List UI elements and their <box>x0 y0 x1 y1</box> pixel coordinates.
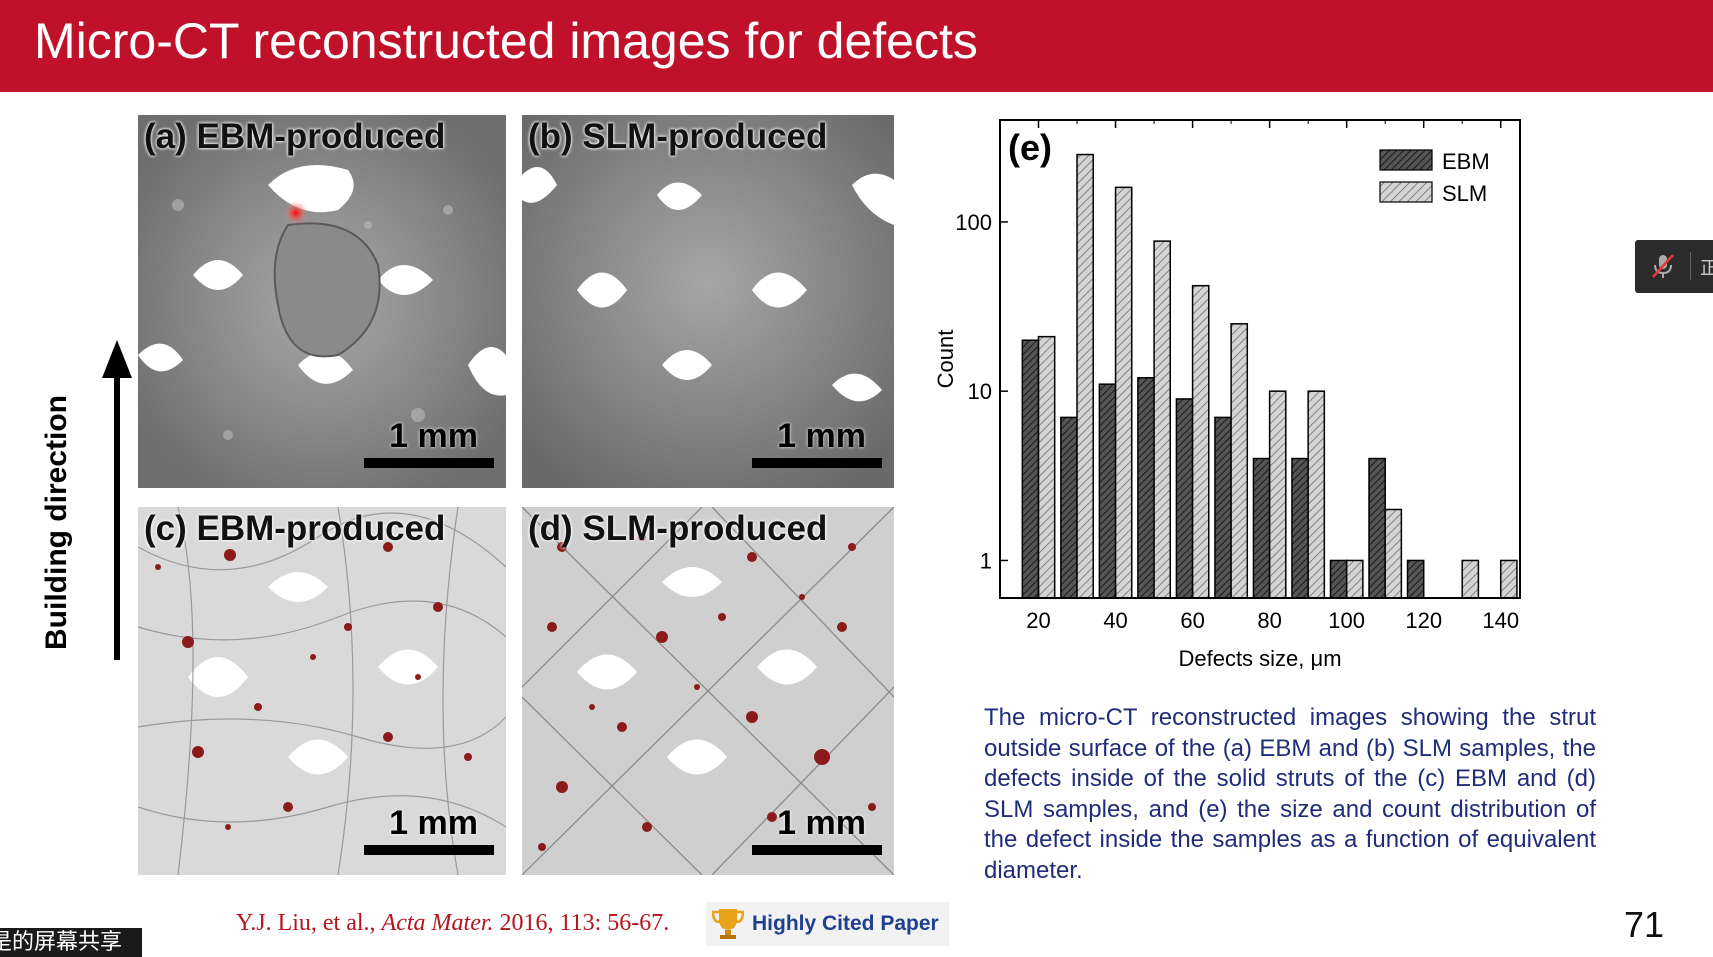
muted-microphone-icon[interactable] <box>1648 251 1678 281</box>
x-axis-label: Defects size, μm <box>1178 646 1341 671</box>
x-tick-label-40: 40 <box>1103 608 1127 633</box>
panel-a-image: (a) EBM-produced 1 mm <box>138 115 506 488</box>
panel-c-scale-label: 1 mm <box>389 804 478 842</box>
panel-d-scale-bar <box>752 845 882 855</box>
toolbar-separator <box>1690 252 1691 280</box>
citation: Y.J. Liu, et al., Acta Mater. 2016, 113:… <box>236 910 669 937</box>
screen-share-label: 是的屏幕共享 <box>0 930 123 955</box>
bar-ebm-20 <box>1021 339 1040 599</box>
bar-slm-90 <box>1307 390 1326 599</box>
bar-slm-40 <box>1114 186 1133 599</box>
bar-ebm-50 <box>1137 377 1155 599</box>
citation-details: 2016, 113: 56-67. <box>493 910 670 936</box>
bar-ebm-60 <box>1175 398 1194 599</box>
screen-share-indicator[interactable]: 是的屏幕共享 <box>0 928 142 957</box>
legend-label-ebm: EBM <box>1442 149 1490 174</box>
figure-caption: The micro-CT reconstructed images showin… <box>984 704 1596 884</box>
plot-frame <box>999 119 1521 599</box>
panel-a-label: (a) EBM-produced <box>144 117 446 156</box>
x-tick-label-20: 20 <box>1026 608 1050 633</box>
bar-ebm-120 <box>1406 559 1425 599</box>
title-bar: Micro-CT reconstructed images for defect… <box>0 0 1713 92</box>
y-tick-label-100: 100 <box>955 210 992 235</box>
bar-slm-20 <box>1037 335 1056 599</box>
panel-d-scale-label: 1 mm <box>777 804 866 842</box>
panel-a-scale-bar <box>364 458 494 468</box>
meeting-toolbar[interactable]: 正 <box>1635 240 1713 293</box>
legend-swatch-slm <box>1379 181 1433 203</box>
bar-ebm-70 <box>1214 416 1232 599</box>
highly-cited-badge: Highly Cited Paper <box>706 902 949 946</box>
bar-ebm-90 <box>1291 457 1309 599</box>
panel-c-label: (c) EBM-produced <box>144 509 446 548</box>
legend-label-slm: SLM <box>1442 181 1487 206</box>
citation-authors: Y.J. Liu, et al., <box>236 910 382 936</box>
y-axis-label: Count <box>933 330 958 389</box>
x-tick-label-60: 60 <box>1180 608 1204 633</box>
citation-journal: Acta Mater. <box>381 910 494 936</box>
slide-title: Micro-CT reconstructed images for defect… <box>34 13 978 69</box>
panel-b-scale-bar <box>752 458 882 468</box>
panel-e-label: (e) <box>1008 127 1052 168</box>
bar-ebm-100 <box>1329 559 1348 599</box>
bar-ebm-110 <box>1368 457 1386 599</box>
x-tick-label-80: 80 <box>1257 608 1281 633</box>
panel-c-scale-bar <box>364 845 494 855</box>
bar-slm-60 <box>1191 284 1210 599</box>
slm-surface-render <box>522 115 894 488</box>
highly-cited-label: Highly Cited Paper <box>752 912 939 935</box>
panel-b-image: (b) SLM-produced 1 mm <box>522 115 894 488</box>
ebm-defects-render <box>138 507 506 875</box>
bar-ebm-30 <box>1060 416 1078 599</box>
bar-slm-80 <box>1268 390 1287 599</box>
panel-a-scale-label: 1 mm <box>389 417 478 455</box>
bar-slm-30 <box>1076 153 1094 599</box>
red-marker-dot <box>284 201 308 225</box>
bar-slm-100 <box>1345 559 1364 599</box>
toolbar-text: 正 <box>1700 258 1713 279</box>
bar-slm-50 <box>1153 240 1172 599</box>
y-tick-label-10: 10 <box>968 379 992 404</box>
slm-defects-render <box>522 507 894 875</box>
y-tick-label-1: 1 <box>980 548 992 573</box>
trophy-icon <box>712 909 744 939</box>
panel-d-image: (d) SLM-produced 1 mm <box>522 507 894 875</box>
bar-slm-140 <box>1499 559 1518 599</box>
bar-ebm-40 <box>1098 383 1117 599</box>
defect-size-histogram: 20 40 60 80 100 120 140 1 10 100 Defects size, μm C… <box>933 119 1521 671</box>
building-direction-label: Building direction <box>40 395 73 650</box>
x-tick-label-100: 100 <box>1328 608 1365 633</box>
panel-b-label: (b) SLM-produced <box>528 117 828 156</box>
x-tick-label-140: 140 <box>1482 608 1519 633</box>
bar-slm-70 <box>1230 323 1249 599</box>
panel-b-scale-label: 1 mm <box>777 417 866 455</box>
x-tick-label-120: 120 <box>1405 608 1442 633</box>
page-number: 71 <box>1624 904 1665 945</box>
bar-ebm-80 <box>1252 457 1271 599</box>
ebm-surface-render <box>138 115 506 488</box>
panel-c-image: (c) EBM-produced 1 mm <box>138 507 506 875</box>
panel-d-label: (d) SLM-produced <box>528 509 828 548</box>
building-direction-arrow <box>102 340 132 660</box>
bar-slm-110 <box>1384 508 1403 599</box>
bar-slm-130 <box>1461 559 1480 599</box>
legend-swatch-ebm <box>1379 149 1433 171</box>
